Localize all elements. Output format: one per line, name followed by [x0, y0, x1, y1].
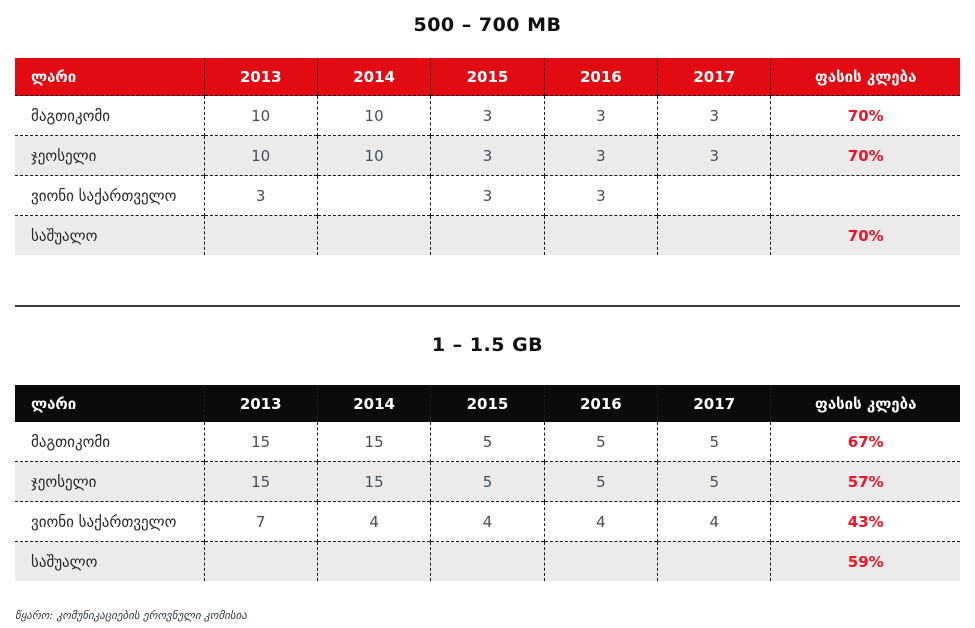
operator-label: ვიონი საქართველო	[15, 501, 204, 542]
price-value: 3	[657, 95, 771, 136]
price-value: 3	[543, 175, 658, 216]
price-value	[430, 215, 545, 255]
section-1-1-5gb: 1 – 1.5 GB ლარი 2013 2014 2015 2016 2017 ფასის…	[15, 307, 960, 581]
year-header: 2014	[316, 385, 431, 422]
year-header: 2015	[430, 385, 545, 422]
price-value: 10	[203, 135, 318, 176]
price-value: 15	[203, 422, 318, 462]
pricing-table-500-700mb: ლარი 2013 2014 2015 2016 2017 ფასის კლება მაგთი…	[15, 58, 960, 255]
section-500-700mb: 500 – 700 MB ლარი 2013 2014 2015 2016 2017 ფას…	[15, 0, 960, 255]
price-value: 5	[543, 422, 658, 462]
price-decrease-value: 57%	[770, 461, 960, 502]
year-header: 2017	[657, 58, 771, 96]
price-value	[203, 215, 318, 255]
price-decrease-header: ფასის კლება	[770, 385, 960, 422]
currency-header: ლარი	[15, 58, 204, 96]
table-row: ჯეოსელი 10 10 3 3 3 70%	[15, 135, 960, 176]
price-value	[543, 541, 658, 581]
table-row: მაგთიკომი 15 15 5 5 5 67%	[15, 422, 960, 462]
price-value: 4	[543, 501, 658, 542]
table-title-500-700mb: 500 – 700 MB	[413, 14, 562, 36]
price-value: 10	[203, 95, 318, 136]
price-value: 4	[657, 501, 771, 542]
table-row: ვიონი საქართველო 7 4 4 4 4 43%	[15, 501, 960, 542]
price-value	[657, 541, 771, 581]
price-value: 3	[657, 135, 771, 176]
price-decrease-value: 70%	[770, 215, 960, 255]
source-note: წყარო: კომუნიკაციების ეროვნული კომისია	[15, 609, 247, 622]
year-header: 2017	[657, 385, 771, 422]
price-decrease-value: 43%	[770, 501, 960, 542]
price-decrease-header: ფასის კლება	[770, 58, 960, 96]
price-value: 5	[430, 461, 545, 502]
year-header: 2013	[203, 385, 318, 422]
year-header: 2013	[203, 58, 318, 96]
operator-label: მაგთიკომი	[15, 95, 204, 136]
price-value: 3	[430, 135, 545, 176]
price-value: 7	[203, 501, 318, 542]
table-row: ვიონი საქართველო 3 3 3	[15, 175, 960, 216]
price-value: 5	[430, 422, 545, 462]
price-value: 10	[316, 95, 431, 136]
table-row: საშუალო 59%	[15, 541, 960, 581]
price-value: 3	[543, 135, 658, 176]
operator-label: საშუალო	[15, 541, 204, 581]
header-row: ლარი 2013 2014 2015 2016 2017 ფასის კლება	[15, 385, 960, 422]
price-decrease-value	[770, 175, 960, 216]
price-decrease-value: 67%	[770, 422, 960, 462]
operator-label: საშუალო	[15, 215, 204, 255]
price-value	[657, 215, 771, 255]
year-header: 2016	[543, 58, 658, 96]
price-value: 3	[543, 95, 658, 136]
pricing-table-1-1-5gb: ლარი 2013 2014 2015 2016 2017 ფასის კლება მაგთი…	[15, 385, 960, 581]
price-value: 3	[430, 95, 545, 136]
price-value	[203, 541, 318, 581]
price-value: 5	[543, 461, 658, 502]
header-row: ლარი 2013 2014 2015 2016 2017 ფასის კლება	[15, 58, 960, 96]
price-value: 3	[203, 175, 318, 216]
year-header: 2016	[543, 385, 658, 422]
price-value: 4	[430, 501, 545, 542]
price-value	[316, 541, 431, 581]
price-value	[316, 215, 431, 255]
price-value	[316, 175, 431, 216]
price-value	[430, 541, 545, 581]
price-value: 4	[316, 501, 431, 542]
currency-header: ლარი	[15, 385, 204, 422]
price-value	[657, 175, 771, 216]
price-value: 10	[316, 135, 431, 176]
table-row: საშუალო 70%	[15, 215, 960, 255]
price-value: 15	[203, 461, 318, 502]
table-row: ჯეოსელი 15 15 5 5 5 57%	[15, 461, 960, 502]
section-divider	[15, 305, 960, 307]
operator-label: მაგთიკომი	[31, 432, 110, 451]
price-value: 5	[657, 461, 771, 502]
table-row: მაგთიკომი 10 10 3 3 3 70%	[15, 95, 960, 136]
year-header: 2015	[430, 58, 545, 96]
price-value: 15	[316, 422, 431, 462]
operator-label: ჯეოსელი	[15, 135, 204, 176]
operator-label: ჯეოსელი	[15, 461, 204, 502]
price-value	[543, 215, 658, 255]
price-value: 5	[657, 422, 771, 462]
price-value: 3	[430, 175, 545, 216]
operator-label: ვიონი საქართველო	[15, 175, 204, 216]
table-title-1-1-5gb: 1 – 1.5 GB	[431, 334, 544, 356]
price-decrease-value: 70%	[770, 135, 960, 176]
price-decrease-value: 70%	[770, 95, 960, 136]
year-header: 2014	[316, 58, 431, 96]
price-value: 15	[316, 461, 431, 502]
price-decrease-value: 59%	[770, 541, 960, 581]
